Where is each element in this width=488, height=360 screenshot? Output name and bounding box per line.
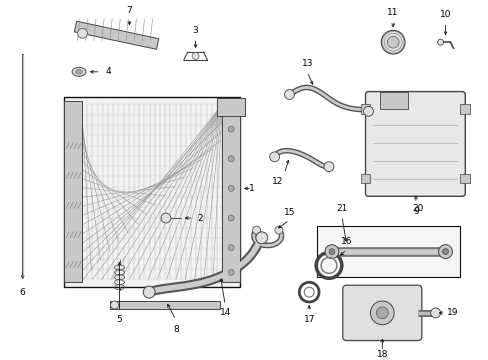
Text: 16: 16 [340, 237, 352, 246]
Bar [380, 91, 407, 109]
Circle shape [437, 39, 443, 45]
Circle shape [284, 90, 294, 99]
Circle shape [161, 213, 170, 223]
Text: 19: 19 [446, 309, 457, 318]
Bar [360, 104, 370, 114]
Circle shape [228, 156, 234, 162]
FancyBboxPatch shape [365, 91, 465, 196]
Circle shape [325, 245, 338, 258]
Circle shape [438, 245, 451, 258]
Circle shape [192, 53, 199, 59]
Circle shape [228, 245, 234, 251]
Bar [64, 96, 240, 287]
Bar [459, 104, 469, 114]
Bar [217, 99, 244, 116]
Ellipse shape [76, 69, 82, 74]
Text: 17: 17 [303, 315, 314, 324]
Bar [316, 226, 459, 277]
Text: 8: 8 [173, 325, 178, 334]
Text: 3: 3 [192, 26, 198, 35]
Bar [459, 174, 469, 184]
Circle shape [324, 162, 333, 172]
Circle shape [78, 28, 87, 38]
Circle shape [110, 301, 118, 309]
Text: 6: 6 [20, 288, 25, 297]
Bar [74, 21, 159, 49]
Bar [64, 102, 82, 282]
Text: 1: 1 [248, 184, 254, 193]
Circle shape [328, 249, 334, 255]
Text: 15: 15 [283, 208, 295, 217]
Text: 18: 18 [376, 350, 387, 359]
Text: 5: 5 [117, 315, 122, 324]
Ellipse shape [72, 67, 86, 76]
Text: 9: 9 [412, 207, 418, 216]
Circle shape [442, 249, 447, 255]
Bar [222, 102, 240, 282]
Circle shape [228, 126, 234, 132]
Circle shape [228, 215, 234, 221]
Text: 14: 14 [219, 309, 230, 318]
Circle shape [370, 301, 393, 325]
Bar [109, 301, 220, 309]
FancyBboxPatch shape [342, 285, 421, 341]
Text: 10: 10 [439, 10, 450, 19]
Bar [360, 174, 370, 184]
Circle shape [269, 152, 279, 162]
Circle shape [381, 30, 404, 54]
Circle shape [252, 226, 260, 234]
Text: 11: 11 [386, 8, 398, 17]
Circle shape [143, 286, 155, 298]
Text: 7: 7 [126, 6, 132, 15]
Text: 21: 21 [335, 204, 347, 213]
Circle shape [430, 308, 440, 318]
Text: 4: 4 [105, 67, 111, 76]
Circle shape [274, 226, 282, 234]
Text: 13: 13 [301, 59, 312, 68]
Circle shape [228, 269, 234, 275]
Text: 2: 2 [197, 213, 203, 222]
Circle shape [228, 185, 234, 192]
Text: 12: 12 [271, 177, 283, 186]
Circle shape [386, 36, 398, 48]
Text: 20: 20 [411, 204, 423, 213]
Circle shape [376, 307, 387, 319]
Circle shape [255, 232, 267, 244]
Circle shape [363, 107, 373, 116]
